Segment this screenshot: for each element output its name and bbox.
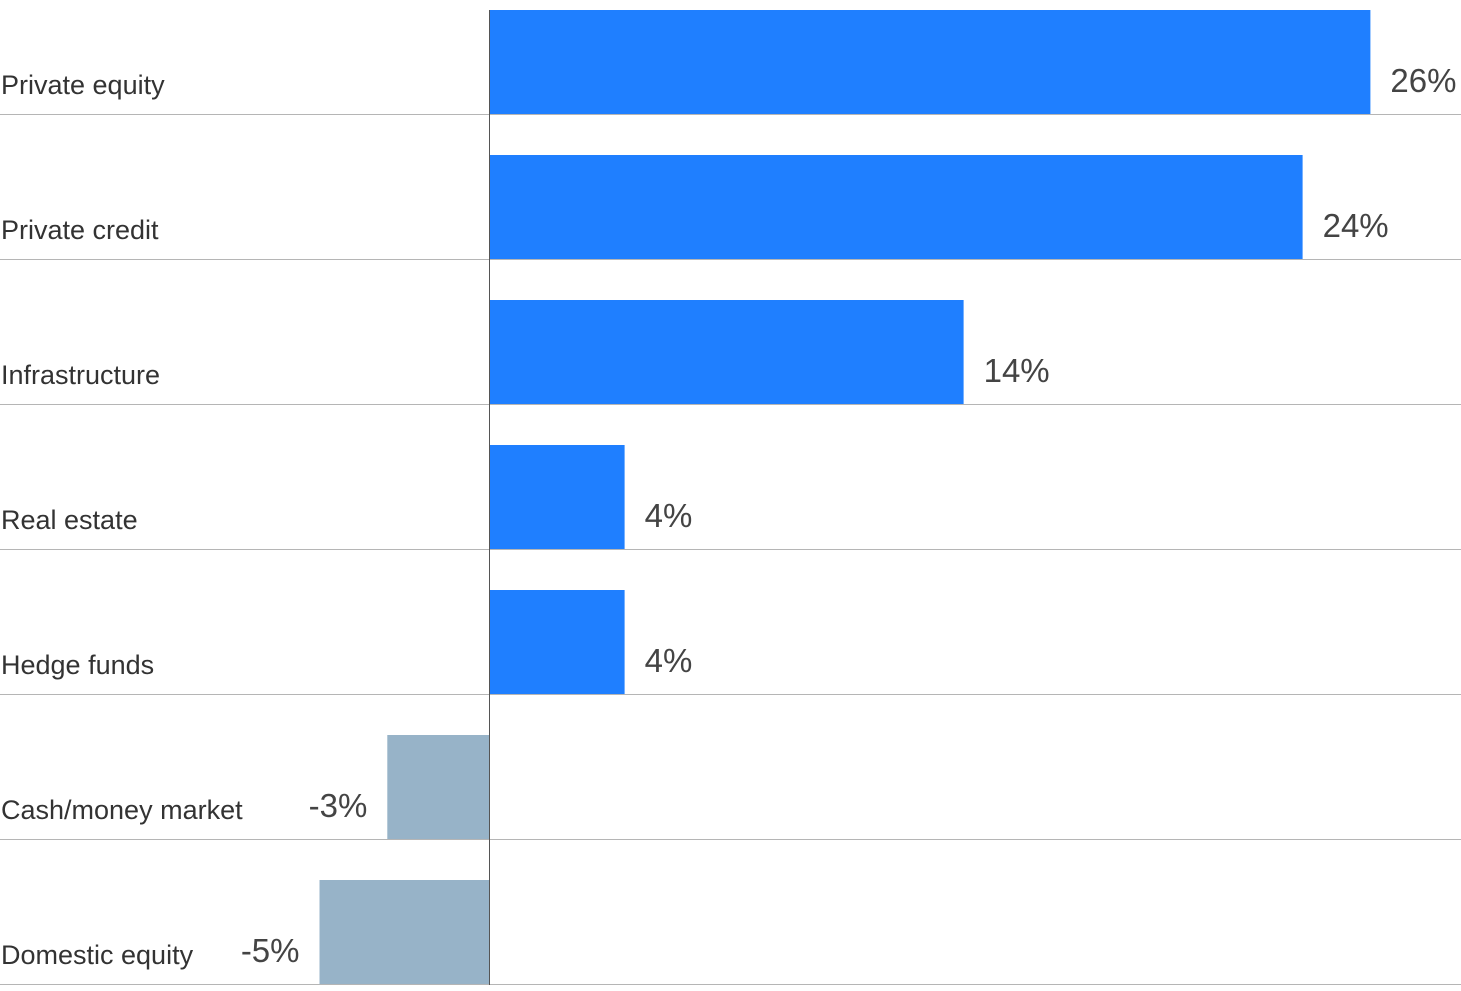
category-labels: Private equity Private credit Infrastructu… <box>1 70 243 970</box>
value-label-cash-money-market: -3% <box>309 787 368 824</box>
bar-private-equity <box>489 10 1371 114</box>
value-labels: 26% 24% 14% 4% 4% -3% -5% <box>241 62 1457 969</box>
category-label-real-estate: Real estate <box>1 505 138 535</box>
bar-real-estate <box>489 445 625 549</box>
category-label-domestic-equity: Domestic equity <box>1 940 194 970</box>
bar-hedge-funds <box>489 590 625 694</box>
value-label-private-equity: 26% <box>1390 62 1456 99</box>
bar-private-credit <box>489 155 1303 259</box>
value-label-infrastructure: 14% <box>984 352 1050 389</box>
category-label-private-credit: Private credit <box>1 215 159 245</box>
bars-group <box>319 10 1371 984</box>
category-label-private-equity: Private equity <box>1 70 165 100</box>
bar-infrastructure <box>489 300 964 404</box>
value-label-domestic-equity: -5% <box>241 932 300 969</box>
category-label-cash-money-market: Cash/money market <box>1 795 243 825</box>
bar-domestic-equity <box>319 880 489 984</box>
row-separators <box>0 114 1461 985</box>
category-label-infrastructure: Infrastructure <box>1 360 160 390</box>
value-label-private-credit: 24% <box>1323 207 1389 244</box>
bar-cash-money-market <box>387 735 489 839</box>
value-label-real-estate: 4% <box>645 497 693 534</box>
value-label-hedge-funds: 4% <box>645 642 693 679</box>
category-label-hedge-funds: Hedge funds <box>1 650 154 680</box>
